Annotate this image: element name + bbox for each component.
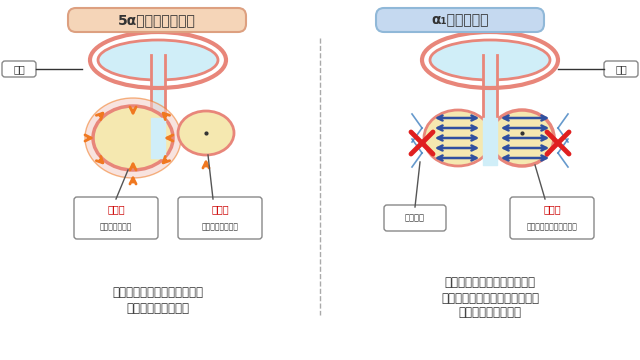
Ellipse shape — [93, 106, 173, 170]
FancyBboxPatch shape — [2, 61, 36, 77]
Ellipse shape — [490, 110, 554, 166]
Text: 交感神経の働きをブロックし: 交感神経の働きをブロックし — [445, 276, 536, 289]
Text: 前立腺の緊張を和らげることで: 前立腺の緊張を和らげることで — [441, 292, 539, 305]
Text: 交感神経: 交感神経 — [405, 213, 425, 222]
Text: 尿を通りやすくする: 尿を通りやすくする — [458, 306, 522, 320]
Ellipse shape — [98, 40, 218, 80]
Text: 前立腺: 前立腺 — [211, 204, 229, 214]
Text: （大きさは変わらない）: （大きさは変わらない） — [527, 222, 577, 231]
FancyBboxPatch shape — [74, 197, 158, 239]
Text: （元の大きさ）: （元の大きさ） — [100, 222, 132, 231]
Ellipse shape — [85, 98, 181, 178]
Text: 5α還元酵素阵害薬: 5α還元酵素阵害薬 — [118, 13, 196, 27]
FancyBboxPatch shape — [510, 197, 594, 239]
Ellipse shape — [430, 40, 550, 80]
FancyBboxPatch shape — [604, 61, 638, 77]
Text: α₁ブロッカー: α₁ブロッカー — [431, 13, 489, 27]
Text: 前立腺: 前立腺 — [107, 204, 125, 214]
Text: 肥大した前立腺を小さくして: 肥大した前立腺を小さくして — [113, 287, 204, 300]
FancyBboxPatch shape — [376, 8, 544, 32]
Text: 膜胱: 膜胱 — [615, 64, 627, 74]
FancyBboxPatch shape — [68, 8, 246, 32]
Ellipse shape — [178, 111, 234, 155]
FancyBboxPatch shape — [178, 197, 262, 239]
Text: 膜胱: 膜胱 — [13, 64, 25, 74]
Ellipse shape — [424, 110, 492, 166]
Text: 尿を通りやすくする: 尿を通りやすくする — [127, 302, 189, 315]
Text: 前立腺: 前立腺 — [543, 204, 561, 214]
Text: （小さくなった）: （小さくなった） — [202, 222, 239, 231]
FancyBboxPatch shape — [384, 205, 446, 231]
